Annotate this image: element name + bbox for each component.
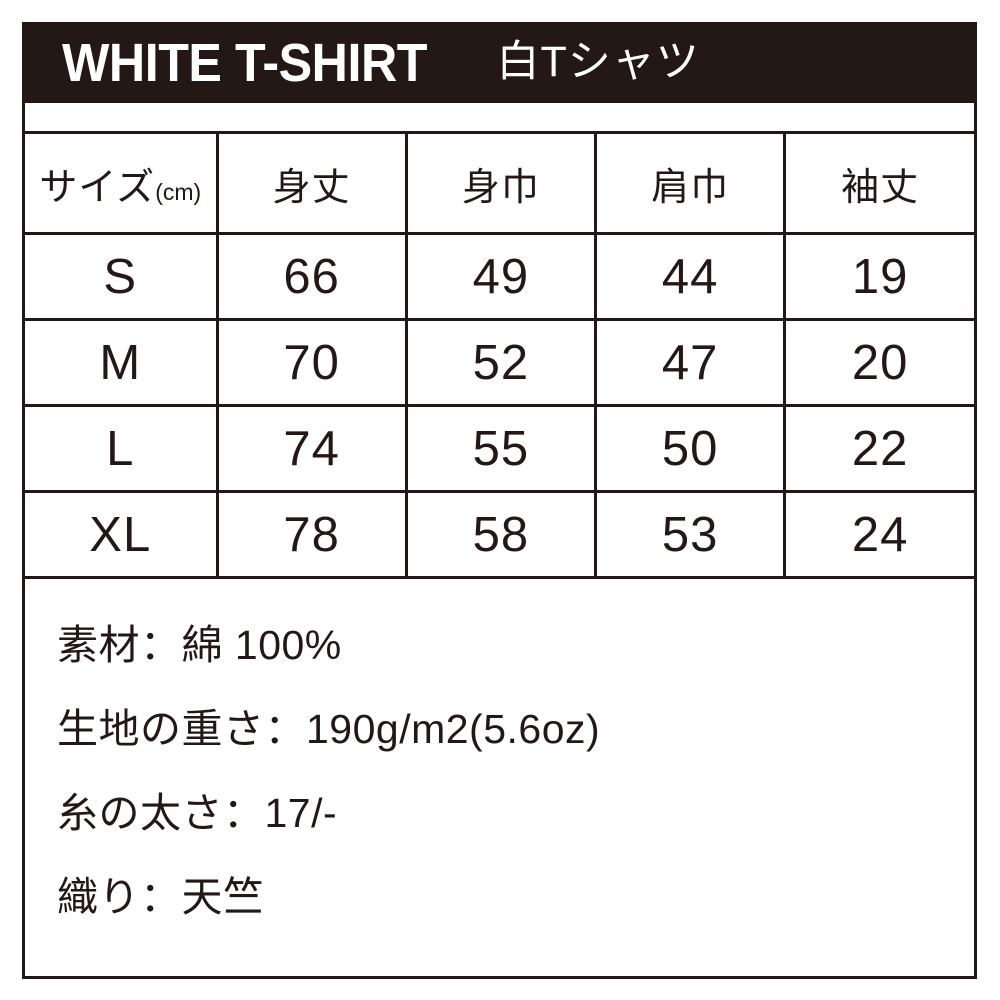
cell-body-width: 52 — [404, 318, 596, 406]
spec-line-material: 素材：綿 100% — [57, 622, 342, 668]
cell-shoulder-width: 50 — [593, 404, 785, 492]
spec-line-fabric-weight: 生地の重さ：190g/m2(5.6oz) — [57, 706, 601, 752]
size-chart-card: WHITE T-SHIRT 白Tシャツ サイズ(cm) 身丈 身巾 肩巾 袖丈 … — [22, 22, 977, 979]
spec-line-knit-type: 織り：天竺 — [57, 874, 265, 920]
table-row: M 70 52 47 20 — [25, 318, 974, 406]
cell-sleeve-length: 22 — [783, 404, 974, 492]
cell-size: XL — [25, 490, 217, 579]
table-row: S 66 49 44 19 — [25, 232, 974, 320]
cell-sleeve-length: 20 — [783, 318, 974, 406]
cell-size: S — [25, 232, 217, 320]
product-title-en: WHITE T-SHIRT — [62, 32, 427, 93]
header-spacer — [25, 103, 974, 131]
cell-body-width: 49 — [404, 232, 596, 320]
column-header-size-label: サイズ — [39, 166, 156, 209]
cell-body-width: 55 — [404, 404, 596, 492]
cell-size: L — [25, 404, 217, 492]
header-bar: WHITE T-SHIRT 白Tシャツ — [22, 22, 977, 103]
column-header-size-unit: (cm) — [155, 178, 202, 205]
product-title-ja: 白Tシャツ — [496, 38, 700, 86]
cell-sleeve-length: 24 — [783, 490, 974, 579]
cell-body-length: 70 — [215, 318, 407, 406]
specification-block: 素材：綿 100% 生地の重さ：190g/m2(5.6oz) 糸の太さ：17/-… — [25, 545, 974, 976]
cell-body-length: 66 — [215, 232, 407, 320]
cell-body-length: 78 — [215, 490, 407, 579]
table-body: S 66 49 44 19 M 70 52 47 20 L 74 55 50 2… — [25, 232, 974, 579]
cell-size: M — [25, 318, 217, 406]
cell-shoulder-width: 47 — [593, 318, 785, 406]
table-row: L 74 55 50 22 — [25, 404, 974, 492]
column-header-body-width: 身巾 — [404, 131, 596, 234]
column-header-shoulder-width: 肩巾 — [593, 131, 785, 234]
cell-body-width: 58 — [404, 490, 596, 579]
cell-shoulder-width: 53 — [593, 490, 785, 579]
measurement-table: サイズ(cm) 身丈 身巾 肩巾 袖丈 S 66 49 44 19 M 70 5… — [25, 131, 974, 579]
column-header-body-length: 身丈 — [215, 131, 407, 234]
spec-line-yarn-count: 糸の太さ：17/- — [57, 790, 338, 836]
table-header-row: サイズ(cm) 身丈 身巾 肩巾 袖丈 — [25, 131, 974, 234]
cell-shoulder-width: 44 — [593, 232, 785, 320]
table-row: XL 78 58 53 24 — [25, 490, 974, 579]
cell-sleeve-length: 19 — [783, 232, 974, 320]
table-header: サイズ(cm) 身丈 身巾 肩巾 袖丈 — [25, 131, 974, 234]
column-header-size: サイズ(cm) — [25, 131, 217, 234]
column-header-sleeve-length: 袖丈 — [783, 131, 974, 234]
cell-body-length: 74 — [215, 404, 407, 492]
